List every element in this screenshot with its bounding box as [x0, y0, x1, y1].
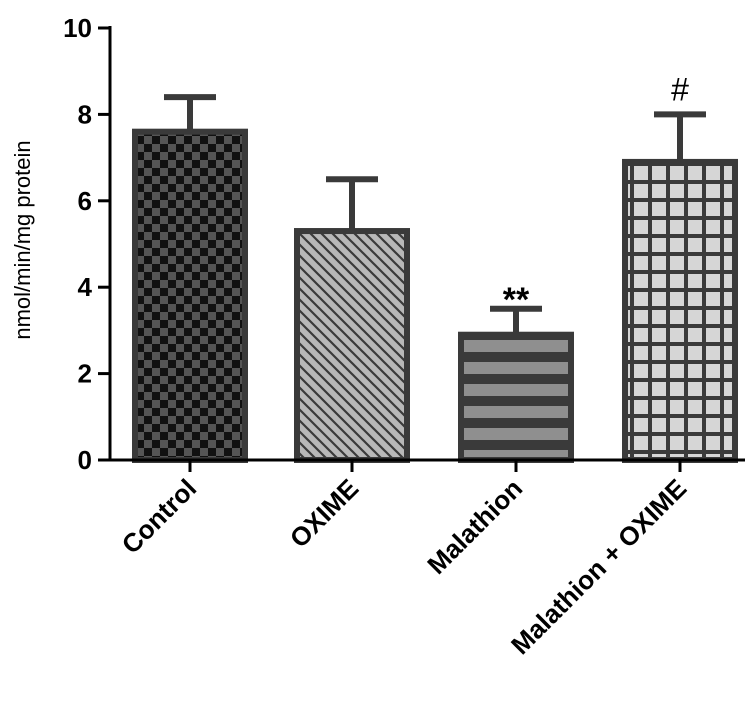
x-tick-label: Malathion	[421, 473, 528, 580]
bars-layer	[132, 128, 738, 463]
y-tick-label: 6	[78, 186, 92, 216]
bar-oxime	[294, 228, 410, 463]
error-bars-layer	[164, 94, 706, 335]
bar-malathion-oxime	[622, 158, 738, 463]
significance-annotation: #	[671, 71, 689, 107]
y-tick-label: 8	[78, 99, 92, 129]
significance-annotation: **	[503, 281, 530, 319]
error-bar-oxime	[326, 176, 378, 232]
error-bar-malathion-oxime	[654, 111, 706, 162]
axes-layer	[98, 26, 745, 472]
y-tick-label: 10	[63, 13, 92, 43]
error-bar-control	[164, 94, 216, 132]
x-tick-label: Malathion + OXIME	[505, 473, 692, 660]
y-tick-label: 4	[78, 272, 93, 302]
bar-malathion	[458, 331, 574, 463]
y-tick-label: 0	[78, 445, 92, 475]
x-tick-label: OXIME	[284, 473, 364, 553]
y-tick-label: 2	[78, 359, 92, 389]
error-bar-malathion	[490, 305, 542, 335]
y-axis-label: nmol/min/mg protein	[10, 140, 35, 339]
bar-control	[132, 128, 248, 463]
x-tick-label: Control	[116, 473, 203, 560]
